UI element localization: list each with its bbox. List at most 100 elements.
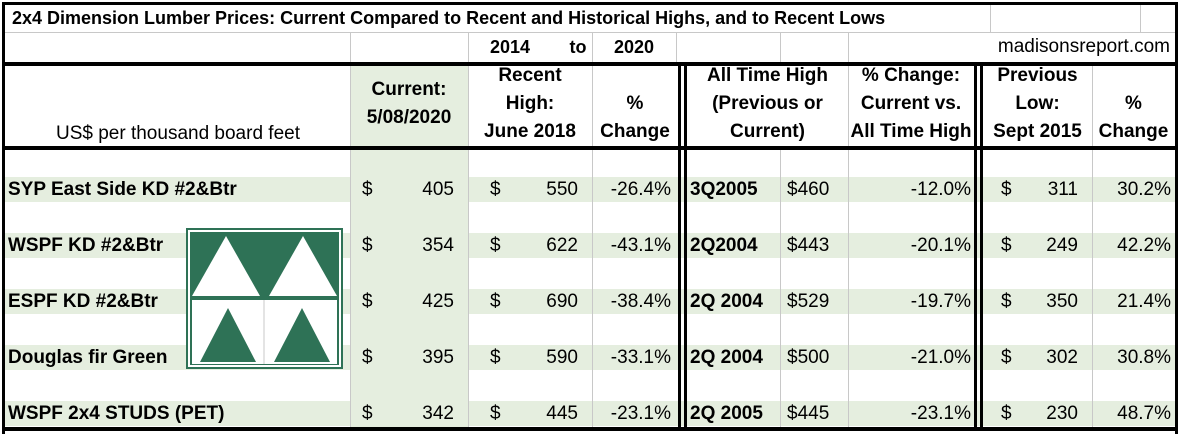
border (2, 2, 5, 434)
border (684, 62, 687, 431)
previous-low-price: 311 (1047, 179, 1078, 200)
gridline (848, 32, 849, 427)
range-to-word: to (569, 37, 587, 57)
header-all-time-high: All Time High (Previous or Current) (706, 65, 829, 142)
low-change: 21.4% (1117, 291, 1171, 312)
currency-sign: $ (1001, 291, 1012, 312)
ath-change: -21.0% (910, 347, 971, 368)
border (2, 146, 1178, 150)
gridline (350, 32, 351, 427)
ath-period: 2Q 2005 (690, 403, 763, 424)
row-label: Douglas fir Green (8, 347, 168, 368)
gridline (780, 150, 781, 427)
currency-sign: $ (1001, 403, 1012, 424)
recent-high-price: 550 (546, 179, 578, 200)
unit-label: US$ per thousand board feet (55, 123, 300, 144)
logo-triangle-green-icon (200, 308, 256, 362)
currency-sign: $ (490, 179, 501, 200)
current-price: 405 (422, 179, 454, 200)
low-change: 42.2% (1117, 235, 1171, 256)
table-title: 2x4 Dimension Lumber Prices: Current Com… (12, 8, 886, 28)
gridline (1140, 4, 1141, 32)
currency-sign: $ (362, 403, 373, 424)
recent-change: -43.1% (610, 235, 671, 256)
recent-change: -26.4% (610, 179, 671, 200)
header-low-change: % Change (1098, 93, 1169, 142)
ath-price: $500 (787, 347, 830, 368)
currency-sign: $ (490, 403, 501, 424)
border (2, 62, 1178, 66)
ath-change: -19.7% (910, 291, 971, 312)
currency-sign: $ (490, 291, 501, 312)
ath-price: $529 (787, 291, 830, 312)
currency-sign: $ (490, 235, 501, 256)
gridline (676, 32, 677, 64)
ath-price: $445 (787, 403, 830, 424)
current-column-highlight (350, 66, 468, 427)
currency-sign: $ (362, 179, 373, 200)
border (678, 62, 681, 431)
logo-triangle-green-icon (274, 308, 330, 362)
source-label: madisonsreport.com (997, 36, 1170, 57)
ath-change: -23.1% (910, 403, 971, 424)
gridline (990, 4, 991, 32)
currency-sign: $ (362, 291, 373, 312)
range-from: 2014 (489, 37, 531, 57)
currency-sign: $ (1001, 179, 1012, 200)
gridline (780, 32, 781, 64)
low-change: 30.8% (1117, 347, 1171, 368)
previous-low-price: 249 (1046, 235, 1078, 256)
recent-high-price: 622 (546, 235, 578, 256)
ath-period: 2Q 2004 (690, 291, 763, 312)
row-label: SYP East Side KD #2&Btr (8, 179, 237, 200)
low-change: 48.7% (1117, 403, 1171, 424)
border (974, 62, 977, 431)
recent-change: -38.4% (610, 291, 671, 312)
current-price: 354 (422, 235, 454, 256)
ath-period: 2Q 2004 (690, 347, 763, 368)
previous-low-price: 302 (1046, 347, 1078, 368)
recent-change: -23.1% (610, 403, 671, 424)
range-to: 2020 (613, 37, 655, 57)
row-label: WSPF KD #2&Btr (8, 235, 164, 256)
currency-sign: $ (1001, 347, 1012, 368)
recent-high-price: 445 (546, 403, 578, 424)
border (1175, 2, 1178, 434)
header-current: Current: 5/08/2020 (366, 79, 452, 128)
recent-change: -33.1% (610, 347, 671, 368)
currency-sign: $ (362, 235, 373, 256)
border (2, 2, 1178, 5)
gridline (468, 32, 469, 427)
ath-change: -20.1% (910, 235, 971, 256)
row-label: ESPF KD #2&Btr (8, 291, 158, 312)
ath-change: -12.0% (910, 179, 971, 200)
logo-triangle-up-icon (269, 236, 337, 296)
ath-price: $443 (787, 235, 830, 256)
low-change: 30.2% (1117, 179, 1171, 200)
current-price: 395 (422, 347, 454, 368)
gridline (592, 32, 593, 427)
company-logo (186, 228, 343, 369)
row-label: WSPF 2x4 STUDS (PET) (8, 403, 225, 424)
logo-frame (188, 230, 341, 367)
currency-sign: $ (362, 347, 373, 368)
recent-high-price: 690 (546, 291, 578, 312)
ath-period: 2Q2004 (690, 235, 758, 256)
currency-sign: $ (1001, 235, 1012, 256)
header-previous-low: Previous Low: Sept 2015 (993, 65, 1082, 142)
current-price: 425 (422, 291, 454, 312)
header-recent-change: % Change (600, 93, 670, 142)
logo-triangle-up-icon (192, 236, 260, 296)
ath-period: 3Q2005 (690, 179, 758, 200)
currency-sign: $ (490, 347, 501, 368)
header-ath-change: % Change: Current vs. All Time High (850, 65, 972, 142)
previous-low-price: 230 (1046, 403, 1078, 424)
recent-high-price: 590 (546, 347, 578, 368)
gridline (4, 32, 1176, 33)
border (2, 427, 1178, 431)
previous-low-price: 350 (1046, 291, 1078, 312)
border (980, 62, 983, 431)
current-price: 342 (422, 403, 454, 424)
header-recent-high: Recent High: June 2018 (484, 65, 576, 142)
